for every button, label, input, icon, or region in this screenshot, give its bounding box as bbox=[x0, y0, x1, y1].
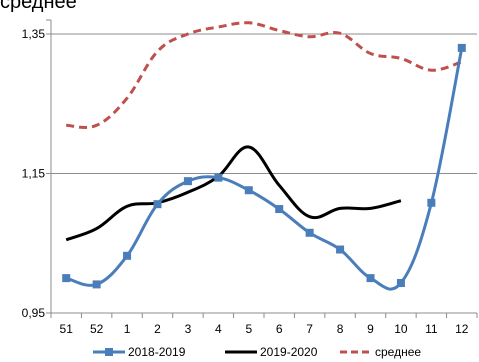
series-line-- bbox=[66, 21, 463, 129]
x-tick-label: 52 bbox=[90, 322, 104, 336]
data-point-2018-2019 bbox=[92, 280, 101, 289]
x-tick-label: 5 bbox=[245, 322, 252, 336]
data-point-2018-2019 bbox=[183, 177, 192, 186]
data-point-2018-2019 bbox=[214, 173, 223, 182]
x-tick-label: 4 bbox=[215, 322, 222, 336]
series-line-2019-2020 bbox=[65, 145, 402, 242]
y-tick-label: 1,15 bbox=[22, 166, 46, 180]
legend-label: 2018-2019 bbox=[128, 345, 186, 359]
y-axis-tick-labels: 0,95 1,15 1,35 bbox=[22, 27, 46, 320]
x-tick-label: 6 bbox=[276, 322, 283, 336]
data-point-2018-2019 bbox=[457, 43, 466, 52]
data-point-2018-2019 bbox=[305, 228, 314, 237]
chart-title: среднее bbox=[0, 0, 77, 13]
y-tick-label: 0,95 bbox=[22, 306, 46, 320]
data-point-2018-2019 bbox=[427, 198, 436, 207]
x-tick-label: 1 bbox=[124, 322, 131, 336]
y-tick-label: 1,35 bbox=[22, 27, 46, 41]
x-tick-label: 12 bbox=[455, 322, 469, 336]
legend: 2018-2019 2019-2020 среднее bbox=[93, 345, 421, 359]
x-tick-label: 10 bbox=[394, 322, 408, 336]
x-axis-tick-labels: 51 52 1 2 3 4 5 6 7 8 9 10 11 12 bbox=[60, 322, 469, 336]
legend-label: среднее bbox=[375, 345, 421, 359]
x-tick-label: 2 bbox=[154, 322, 161, 336]
data-point-2018-2019 bbox=[275, 205, 284, 214]
x-tick-label: 9 bbox=[367, 322, 374, 336]
legend-label: 2019-2020 bbox=[260, 345, 318, 359]
data-point-2018-2019 bbox=[62, 274, 71, 283]
data-point-2018-2019 bbox=[396, 279, 405, 288]
data-point-2018-2019 bbox=[123, 251, 132, 260]
gridlines bbox=[51, 33, 477, 174]
data-point-2018-2019 bbox=[366, 274, 375, 283]
x-tick-label: 8 bbox=[337, 322, 344, 336]
legend-marker bbox=[105, 348, 113, 356]
data-point-2018-2019 bbox=[153, 200, 162, 209]
data-point-2018-2019 bbox=[336, 245, 345, 254]
series-lines bbox=[62, 21, 466, 291]
x-tick-label: 51 bbox=[60, 322, 74, 336]
data-point-2018-2019 bbox=[244, 186, 253, 195]
axes bbox=[46, 19, 478, 318]
x-tick-label: 3 bbox=[185, 322, 192, 336]
x-tick-label: 7 bbox=[306, 322, 313, 336]
x-tick-label: 11 bbox=[425, 322, 438, 336]
